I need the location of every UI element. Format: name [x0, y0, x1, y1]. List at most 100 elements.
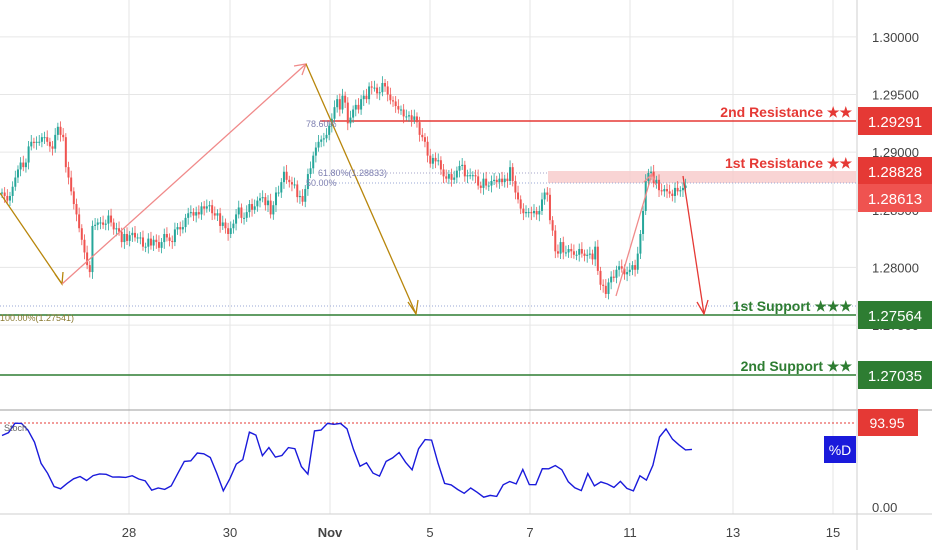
- x-tick-label: Nov: [318, 525, 343, 540]
- candle-body: [173, 229, 176, 243]
- candle-body: [360, 99, 363, 110]
- candle-body: [525, 212, 528, 214]
- candle-body: [684, 185, 687, 188]
- price-badge: [858, 157, 932, 185]
- candle-body: [490, 180, 493, 186]
- up-arrow-right: [615, 173, 653, 297]
- candles: [1, 76, 687, 300]
- candle-body: [431, 157, 434, 164]
- candle-body: [548, 194, 551, 221]
- candle-body: [583, 253, 586, 256]
- candle-body: [213, 213, 216, 216]
- candle-body: [179, 227, 182, 230]
- candle-body: [666, 189, 668, 192]
- candle-body: [325, 134, 328, 139]
- candle-body: [384, 82, 387, 87]
- candle-body: [474, 175, 477, 177]
- y-tick-label: 1.29500: [872, 88, 919, 103]
- candle-body: [618, 266, 621, 270]
- candle-body: [506, 178, 509, 181]
- candle-body: [94, 224, 97, 226]
- candle-body: [72, 191, 75, 205]
- candle-body: [27, 146, 30, 163]
- candle-body: [564, 252, 567, 254]
- candle-body: [437, 160, 440, 162]
- candle-body: [227, 228, 230, 235]
- candle-body: [163, 234, 166, 243]
- candle-body: [354, 104, 357, 110]
- candle-body: [253, 206, 256, 210]
- candle-body: [336, 99, 339, 108]
- candle-body: [634, 265, 637, 270]
- candle-body: [503, 178, 506, 183]
- candle-body: [466, 175, 469, 177]
- pctd-label: %D: [829, 442, 852, 458]
- candle-body: [267, 200, 269, 206]
- candle-body: [285, 171, 288, 180]
- candle-body: [139, 237, 142, 239]
- candle-body: [290, 182, 293, 185]
- candle-body: [24, 162, 27, 168]
- candle-body: [535, 210, 538, 215]
- candle-body: [141, 237, 144, 247]
- stoch-badge: [858, 409, 918, 436]
- candle-body: [450, 174, 453, 180]
- candle-body: [365, 95, 368, 100]
- candle-body: [570, 248, 573, 252]
- candle-body: [171, 240, 174, 243]
- candle-body: [477, 176, 480, 186]
- candle-body: [317, 141, 320, 148]
- candle-body: [152, 239, 155, 246]
- candle-body: [615, 269, 618, 278]
- x-tick-label: 30: [223, 525, 237, 540]
- candle-body: [596, 246, 599, 271]
- candle-body: [205, 206, 208, 209]
- candle-body: [642, 210, 645, 235]
- candle-body: [1, 192, 3, 194]
- candle-body: [274, 192, 277, 206]
- trend-arrows: [0, 63, 709, 316]
- down-arrowhead-mid: [407, 299, 419, 316]
- candle-body: [261, 197, 264, 199]
- candle-body: [415, 116, 418, 123]
- down-arrow-mid: [305, 63, 417, 315]
- candle-body: [59, 126, 62, 135]
- candle-body: [344, 95, 347, 103]
- candle-body: [676, 187, 679, 192]
- candle-body: [56, 126, 59, 135]
- candle-body: [147, 238, 150, 247]
- candle-body: [243, 217, 246, 219]
- candle-body: [110, 215, 113, 223]
- candle-body: [679, 190, 682, 192]
- y-tick-label: 1.30000: [872, 30, 919, 45]
- candle-body: [397, 106, 400, 110]
- candle-body: [580, 248, 583, 254]
- candle-body: [75, 204, 78, 215]
- support-2-text: 2nd Support ★★: [741, 358, 853, 374]
- candle-body: [298, 195, 301, 198]
- candle-body: [681, 187, 684, 191]
- candle-body: [631, 265, 634, 270]
- candle-body: [221, 222, 224, 226]
- candle-body: [62, 134, 65, 138]
- candle-body: [149, 238, 152, 246]
- candle-body: [426, 141, 429, 156]
- candle-body: [495, 179, 498, 183]
- candle-body: [410, 115, 413, 120]
- candle-body: [35, 141, 38, 143]
- candle-body: [556, 251, 559, 254]
- candle-body: [83, 239, 86, 253]
- candle-body: [8, 195, 11, 201]
- candle-body: [269, 200, 272, 215]
- candle-body: [376, 87, 379, 94]
- candle-body: [413, 116, 416, 120]
- candle-body: [400, 109, 402, 111]
- candle-body: [51, 146, 54, 149]
- candle-body: [232, 223, 235, 229]
- candle-body: [229, 228, 232, 235]
- candle-body: [136, 237, 139, 239]
- candle-body: [126, 234, 129, 241]
- candle-body: [19, 162, 22, 170]
- candle-body: [309, 168, 312, 175]
